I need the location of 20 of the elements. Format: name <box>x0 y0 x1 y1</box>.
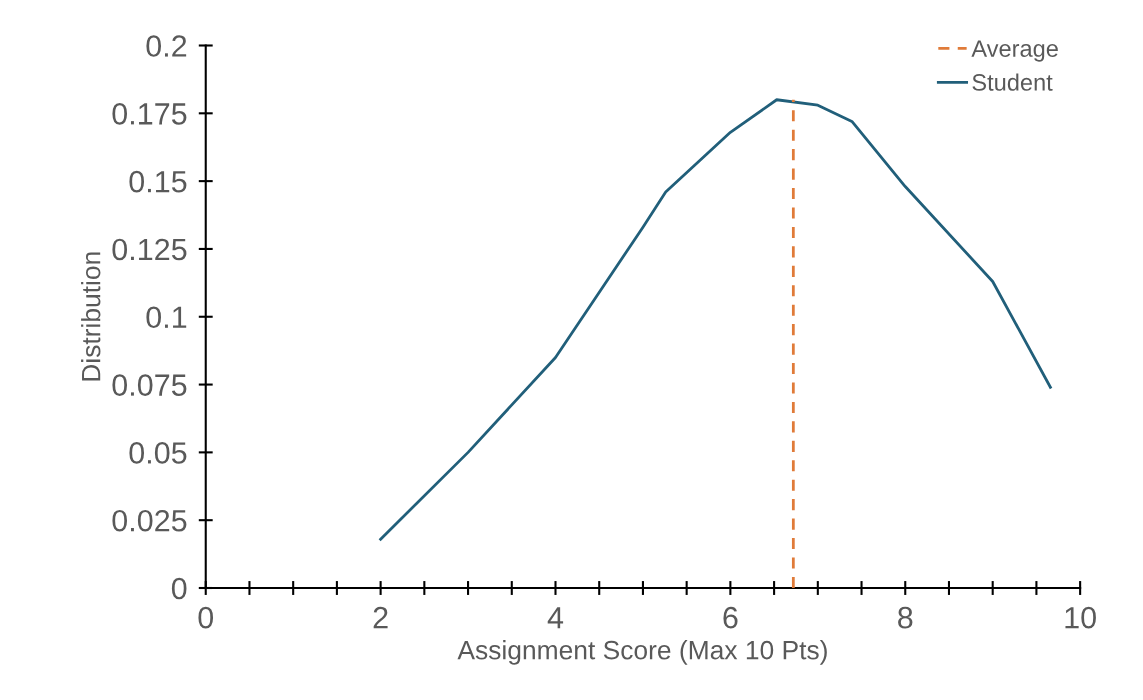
x-tick-label: 0 <box>198 606 214 629</box>
y-tick-label: 0.15 <box>129 170 187 193</box>
y-tick-label: 0.1 <box>146 306 187 329</box>
line-series <box>379 98 1052 541</box>
legend-label: Average <box>971 40 1058 62</box>
y-tick-label: 0.175 <box>112 103 187 125</box>
y-tick-label: 0.05 <box>129 442 187 464</box>
y-tick-label: 0.025 <box>112 509 187 532</box>
y-tick-label: 0.125 <box>112 238 187 261</box>
legend-label: Student <box>972 73 1053 91</box>
x-tick-label: 10 <box>1065 606 1096 629</box>
x-axis-title: Assignment Score (Max 10 Pts) <box>457 640 827 665</box>
x-tick-label: 4 <box>547 607 564 629</box>
y-axis-title: Distribution <box>81 252 101 381</box>
x-tick-label: 8 <box>898 606 913 629</box>
y-tick-label: 0.075 <box>112 374 187 396</box>
x-tick-label: 2 <box>373 606 388 629</box>
x-tick-label: 6 <box>723 606 738 629</box>
y-tick-label: 0.2 <box>146 35 187 57</box>
y-tick-label: 0 <box>171 577 187 600</box>
